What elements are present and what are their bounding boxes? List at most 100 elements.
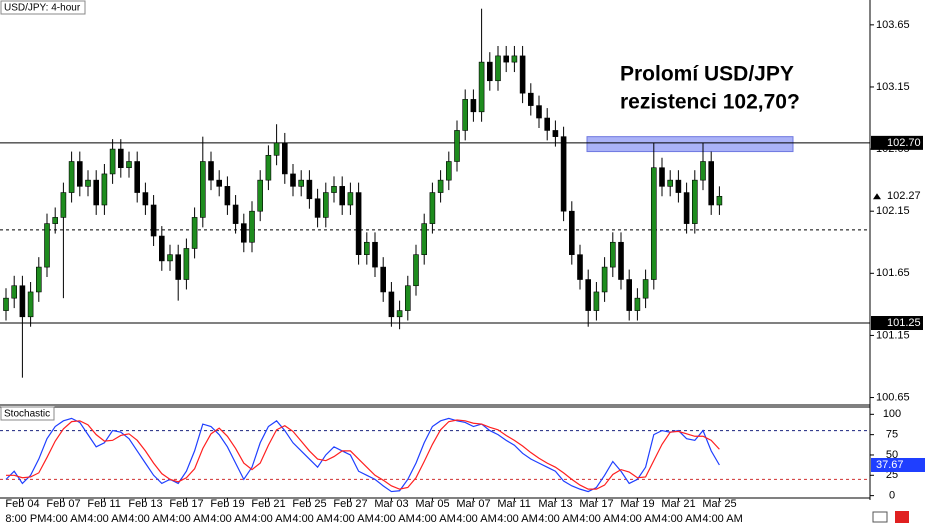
chart-title: USD/JPY: 4-hour xyxy=(4,3,81,14)
indicator-title: Stochastic xyxy=(4,409,50,420)
x-date-label: Feb 17 xyxy=(169,498,203,510)
x-time-label: 4:00 AM xyxy=(456,513,496,525)
candle-body xyxy=(77,161,83,187)
candle-body xyxy=(224,186,231,206)
candle-body xyxy=(298,179,305,187)
indicator-box xyxy=(0,406,55,421)
last-value-label: 37.67 xyxy=(876,459,904,471)
y-tick-label: 101.65 xyxy=(876,267,910,279)
x-date-label: Mar 07 xyxy=(456,498,490,510)
x-time-label: 4:00 AM xyxy=(415,513,455,525)
candle-body xyxy=(281,142,288,175)
candle-body xyxy=(372,241,378,268)
candle-body xyxy=(527,92,534,106)
x-date-label: Mar 13 xyxy=(538,498,572,510)
x-time-label: 4:00 AM xyxy=(579,513,619,525)
candle-body xyxy=(3,297,9,311)
candle-body xyxy=(363,241,370,255)
candle-body xyxy=(150,204,157,237)
candle-body xyxy=(675,179,682,193)
candle-body xyxy=(388,291,395,318)
candle-body xyxy=(85,179,91,187)
candle-body xyxy=(462,99,469,131)
candle-body xyxy=(380,266,387,293)
x-date-label: Feb 04 xyxy=(5,498,39,510)
candle-body xyxy=(495,55,501,82)
candle-body xyxy=(568,210,575,255)
candle-body xyxy=(44,223,50,268)
candle-body xyxy=(560,136,567,212)
scroll-button[interactable] xyxy=(872,511,888,523)
y-tick-label: 25 xyxy=(886,469,898,481)
x-date-label: Feb 19 xyxy=(210,498,244,510)
candle-body xyxy=(413,254,419,287)
x-date-label: Feb 25 xyxy=(292,498,326,510)
candle-body xyxy=(470,99,477,113)
candle-body xyxy=(35,266,42,293)
symbol-box xyxy=(0,0,86,15)
candle-body xyxy=(93,179,99,206)
candle-body xyxy=(265,154,272,181)
candle-body xyxy=(200,161,206,218)
candle-body xyxy=(142,192,149,206)
candle-body xyxy=(544,117,551,131)
y-tick-label: 100.65 xyxy=(876,391,910,403)
level-label: 102.70 xyxy=(887,137,921,149)
stochastic-line xyxy=(5,417,720,493)
candle-body xyxy=(306,179,313,200)
candle-body xyxy=(618,241,624,280)
x-time-label: 4:00 AM xyxy=(374,513,414,525)
candle-body xyxy=(454,130,460,162)
candle-body xyxy=(68,161,75,193)
candle-body xyxy=(700,161,706,181)
x-time-label: 4:00 AM xyxy=(333,513,373,525)
y-tick-label: 101.15 xyxy=(876,329,910,341)
x-time-label: 4:00 AM xyxy=(497,513,537,525)
y-tick-label: 103.15 xyxy=(876,81,910,93)
y-tick-label: 100 xyxy=(883,408,901,420)
candle-body xyxy=(601,266,608,293)
candle-body xyxy=(167,254,173,262)
resistance-zone xyxy=(586,136,794,153)
candle-body xyxy=(667,179,674,187)
x-date-label: Mar 21 xyxy=(661,498,695,510)
candle-body xyxy=(331,186,337,193)
candle-body xyxy=(708,161,715,206)
candle-body xyxy=(659,167,665,187)
annotation: Prolomí USD/JPY xyxy=(620,63,794,86)
candle-body xyxy=(609,241,616,268)
candle-body xyxy=(445,161,452,181)
x-time-label: 4:00 AM xyxy=(46,513,86,525)
x-date-label: Feb 27 xyxy=(333,498,367,510)
candle-body xyxy=(11,285,17,299)
candle-body xyxy=(314,198,321,218)
candle-body xyxy=(101,173,108,206)
candle-body xyxy=(421,223,428,255)
annotation: rezistenci 102,70? xyxy=(620,91,800,114)
plot-layer: 103.65103.15102.65102.15101.65101.15100.… xyxy=(0,8,925,525)
candle-body xyxy=(19,285,26,318)
last-price-box xyxy=(871,189,923,204)
candle-body xyxy=(478,61,485,113)
shift-button[interactable] xyxy=(895,511,909,523)
candle-body xyxy=(249,210,255,243)
candle-body xyxy=(208,161,214,181)
x-time-label: 4:00 AM xyxy=(87,513,127,525)
candle-body xyxy=(536,105,542,119)
candle-body xyxy=(642,279,649,299)
x-date-label: Feb 13 xyxy=(128,498,162,510)
level-label: 101.25 xyxy=(887,317,921,329)
y-tick-label: 102.15 xyxy=(876,205,910,217)
x-date-label: Feb 11 xyxy=(87,498,120,510)
x-time-label: 8:00 PM xyxy=(5,513,46,525)
x-time-label: 4:00 AM xyxy=(620,513,660,525)
candle-body xyxy=(339,186,346,206)
candle-body xyxy=(60,192,67,218)
y-tick-label: 75 xyxy=(886,429,898,441)
level-label-box xyxy=(871,316,923,331)
candle-body xyxy=(519,55,526,94)
candle-body xyxy=(290,173,296,187)
